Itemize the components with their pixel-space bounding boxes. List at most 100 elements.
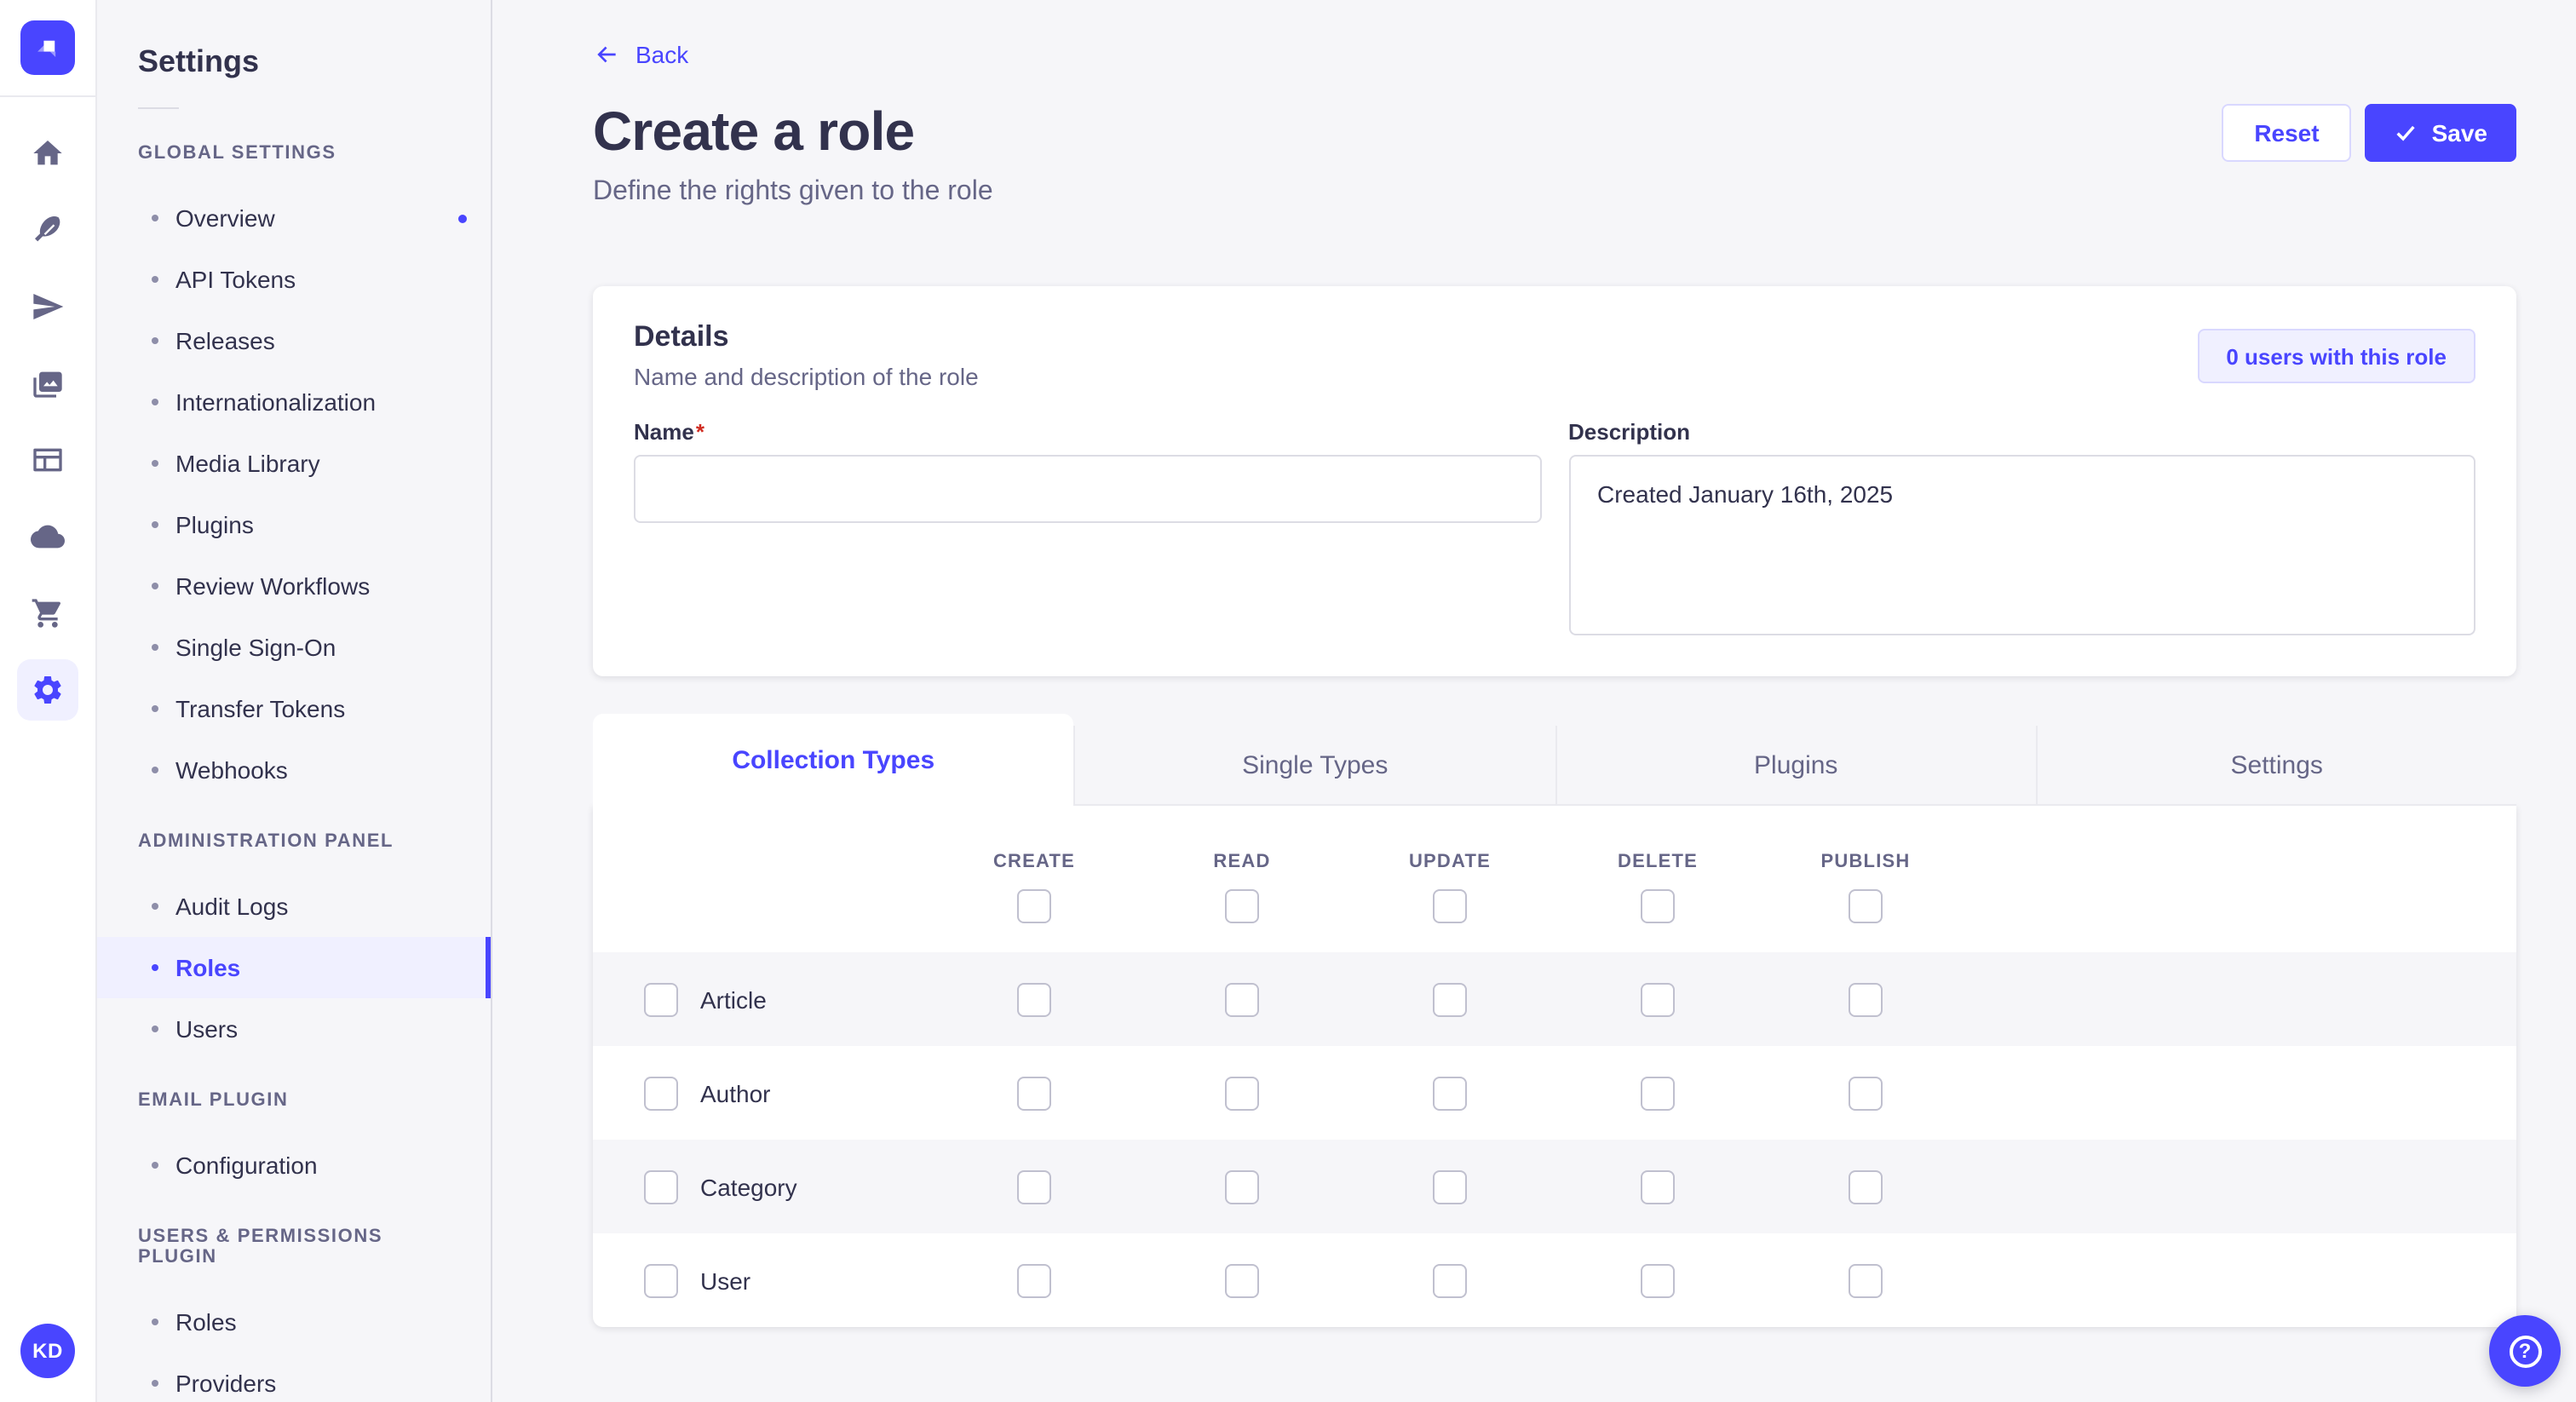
paper-plane-icon — [33, 293, 64, 319]
sidebar-item-users[interactable]: Users — [97, 998, 491, 1060]
page-title: Create a role — [593, 101, 915, 162]
bullet-icon — [152, 1162, 158, 1169]
permission-checkbox-category-read[interactable] — [1225, 1169, 1259, 1204]
rail-item-cloud[interactable] — [9, 497, 86, 574]
users-with-role-button[interactable]: 0 users with this role — [2197, 329, 2475, 383]
back-label: Back — [635, 41, 689, 68]
user-avatar[interactable]: KD — [20, 1324, 75, 1378]
sidebar-item-audit-logs[interactable]: Audit Logs — [97, 876, 491, 937]
column-header-label: UPDATE — [1408, 852, 1491, 872]
bullet-icon — [152, 337, 158, 344]
permission-checkbox-article-delete[interactable] — [1641, 982, 1675, 1016]
rail-item-media-library[interactable] — [9, 344, 86, 421]
save-label: Save — [2431, 118, 2487, 146]
bullet-icon — [152, 583, 158, 589]
sidebar-item-roles[interactable]: Roles — [97, 937, 491, 998]
select-all-checkbox-delete[interactable] — [1641, 889, 1675, 923]
sidebar-item-providers[interactable]: Providers — [97, 1353, 491, 1402]
reset-button[interactable]: Reset — [2222, 103, 2352, 161]
tab-collection-types[interactable]: Collection Types — [593, 714, 1074, 806]
bullet-icon — [152, 1319, 158, 1325]
cloud-icon — [31, 524, 65, 548]
permission-checkbox-article-read[interactable] — [1225, 982, 1259, 1016]
sidebar-item-plugins[interactable]: Plugins — [97, 494, 491, 555]
row-checkbox-user[interactable] — [644, 1263, 678, 1297]
rail-item-home[interactable] — [9, 114, 86, 191]
tab-plugins[interactable]: Plugins — [1555, 726, 2036, 806]
table-row-category: Category — [593, 1140, 2516, 1233]
permission-checkbox-user-update[interactable] — [1433, 1263, 1467, 1297]
permission-checkbox-author-create[interactable] — [1017, 1076, 1051, 1110]
sidebar-item-label: Users — [175, 1015, 239, 1043]
strapi-logo[interactable] — [20, 20, 75, 75]
check-icon — [2397, 124, 2416, 141]
permission-checkbox-author-delete[interactable] — [1641, 1076, 1675, 1110]
column-header-update: UPDATE — [1346, 806, 1554, 952]
sidebar-item-media-library[interactable]: Media Library — [97, 433, 491, 494]
sidebar-item-overview[interactable]: Overview — [97, 187, 491, 249]
rail-item-feather[interactable] — [9, 191, 86, 267]
permission-checkbox-article-publish[interactable] — [1849, 982, 1883, 1016]
rail-item-settings-gear[interactable] — [9, 651, 86, 727]
rail-item-layout[interactable] — [9, 421, 86, 497]
bullet-icon — [152, 399, 158, 405]
permission-checkbox-article-create[interactable] — [1017, 982, 1051, 1016]
save-button[interactable]: Save — [2365, 103, 2516, 161]
sidebar-item-roles[interactable]: Roles — [97, 1291, 491, 1353]
settings-subnav: Settings GLOBAL SETTINGS Overview API Toke… — [97, 0, 492, 1402]
rail-item-cart[interactable] — [9, 574, 86, 651]
sidebar-item-single-sign-on[interactable]: Single Sign-On — [97, 617, 491, 678]
table-row-user: User — [593, 1233, 2516, 1327]
select-all-checkbox-publish[interactable] — [1849, 889, 1883, 923]
select-all-checkbox-create[interactable] — [1017, 889, 1051, 923]
sidebar-item-releases[interactable]: Releases — [97, 310, 491, 371]
select-all-checkbox-update[interactable] — [1433, 889, 1467, 923]
permission-checkbox-article-update[interactable] — [1433, 982, 1467, 1016]
bullet-icon — [152, 705, 158, 712]
back-link[interactable]: Back — [593, 41, 688, 68]
rail-icon-list — [9, 114, 86, 727]
permission-checkbox-user-create[interactable] — [1017, 1263, 1051, 1297]
sidebar-item-webhooks[interactable]: Webhooks — [97, 739, 491, 801]
permission-checkbox-user-delete[interactable] — [1641, 1263, 1675, 1297]
help-button[interactable]: ? — [2489, 1315, 2561, 1387]
row-checkbox-category[interactable] — [644, 1169, 678, 1204]
permission-checkbox-author-publish[interactable] — [1849, 1076, 1883, 1110]
permission-checkbox-user-read[interactable] — [1225, 1263, 1259, 1297]
rail-item-paper-plane[interactable] — [9, 267, 86, 344]
select-all-checkbox-read[interactable] — [1225, 889, 1259, 923]
sidebar-item-review-workflows[interactable]: Review Workflows — [97, 555, 491, 617]
strapi-logo-mark — [37, 40, 56, 57]
details-subtitle: Name and description of the role — [634, 363, 979, 390]
bullet-icon — [152, 964, 158, 971]
row-checkbox-author[interactable] — [644, 1076, 678, 1110]
permission-checkbox-category-update[interactable] — [1433, 1169, 1467, 1204]
permission-checkbox-category-delete[interactable] — [1641, 1169, 1675, 1204]
layout-icon — [33, 447, 62, 471]
subnav-section-label: ADMINISTRATION PANEL — [138, 831, 394, 852]
sidebar-item-label: Plugins — [175, 511, 254, 538]
permission-checkbox-author-update[interactable] — [1433, 1076, 1467, 1110]
tab-settings[interactable]: Settings — [2035, 726, 2516, 806]
permission-checkbox-user-publish[interactable] — [1849, 1263, 1883, 1297]
sidebar-item-internationalization[interactable]: Internationalization — [97, 371, 491, 433]
permissions-tabs: Collection Types Single Types Plugins Setti… — [593, 714, 2516, 806]
description-textarea[interactable] — [1568, 455, 2475, 635]
tab-single-types[interactable]: Single Types — [1073, 726, 1555, 806]
media-library-icon — [33, 371, 62, 397]
permission-checkbox-category-publish[interactable] — [1849, 1169, 1883, 1204]
sidebar-item-configuration[interactable]: Configuration — [97, 1135, 491, 1196]
description-label: Description — [1568, 419, 1691, 445]
column-header-create: CREATE — [930, 806, 1138, 952]
row-checkbox-article[interactable] — [644, 982, 678, 1016]
permission-checkbox-author-read[interactable] — [1225, 1076, 1259, 1110]
entity-label: Author — [700, 1079, 771, 1106]
bullet-icon — [152, 460, 158, 467]
feather-icon — [35, 215, 60, 241]
sidebar-item-api-tokens[interactable]: API Tokens — [97, 249, 491, 310]
sidebar-item-transfer-tokens[interactable]: Transfer Tokens — [97, 678, 491, 739]
name-input[interactable] — [634, 455, 1541, 523]
permission-checkbox-category-create[interactable] — [1017, 1169, 1051, 1204]
column-header-delete: DELETE — [1554, 806, 1762, 952]
